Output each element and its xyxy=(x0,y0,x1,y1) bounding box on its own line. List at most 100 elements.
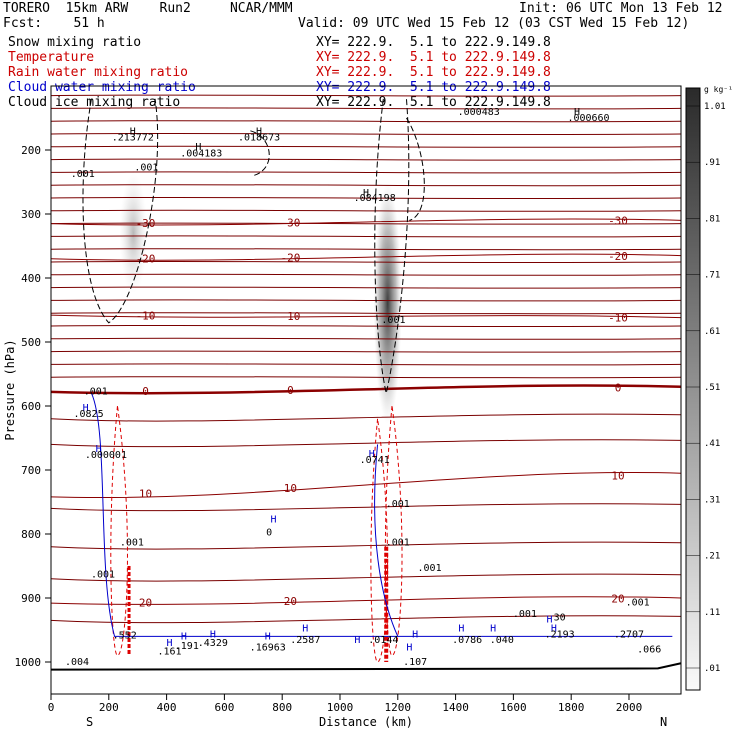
extremum-label: .161 xyxy=(157,646,181,657)
isotherm-label: 20 xyxy=(139,596,152,609)
extremum-label: .066 xyxy=(637,644,661,655)
isentrope-line xyxy=(50,132,682,136)
x-tick-label: 1600 xyxy=(500,701,527,714)
x-tick-label: 1000 xyxy=(327,701,354,714)
isentrope-line xyxy=(50,248,682,251)
extremum-label: .213772 xyxy=(112,132,154,143)
extremum-label: .000001 xyxy=(85,450,127,461)
extremum-label: H xyxy=(551,623,557,634)
isotherm-label: 0 xyxy=(287,384,294,397)
y-tick-label: 700 xyxy=(21,464,41,477)
isentrope-line xyxy=(50,158,682,161)
y-tick-label: 300 xyxy=(21,208,41,221)
isotherm-label: 10 xyxy=(139,487,152,500)
rain-contour xyxy=(110,405,128,657)
isotherm-label: -20 xyxy=(280,252,300,265)
snow-contour-core xyxy=(374,98,410,394)
isentrope-line xyxy=(50,209,682,212)
extremum-label: H xyxy=(406,642,412,653)
extremum-label: .001 xyxy=(513,609,537,620)
xy-snow: XY= 222.9. 5.1 to 222.9.149.8 xyxy=(316,35,551,50)
plot-frame xyxy=(50,85,682,695)
isotherm-label: -30 xyxy=(136,217,156,230)
colorbar-scale xyxy=(685,87,701,691)
isotherm-label: -10 xyxy=(280,310,300,323)
x-axis-label: Distance (km) xyxy=(319,715,413,729)
y-tick-label: 500 xyxy=(21,336,41,349)
extremum-label: .0741 xyxy=(360,455,390,466)
isotherm-line xyxy=(50,596,682,605)
colorbar-tick-label: .51 xyxy=(704,383,720,393)
field-rain-label: Rain water mixing ratio xyxy=(8,65,189,80)
isentrope-line xyxy=(50,324,682,328)
extremum-label: .001 xyxy=(71,169,95,180)
isentrope-line xyxy=(50,286,682,289)
isotherm-line xyxy=(50,314,682,319)
isentrope-line xyxy=(50,107,682,110)
extremum-label: .000660 xyxy=(567,113,609,124)
isentrope-line xyxy=(50,260,682,264)
field-cloudice-label: Cloud ice mixing ratio xyxy=(8,95,181,110)
model-title: TORERO 15km ARW Run2 NCAR/MMM xyxy=(3,1,293,16)
extremum-label: .018673 xyxy=(238,132,280,143)
isotherm-label: -10 xyxy=(608,311,628,324)
extremum-label: H xyxy=(369,449,375,460)
extremum-label: .2707 xyxy=(614,630,644,641)
isentrope-line xyxy=(50,235,682,238)
isentrope-line xyxy=(50,615,682,624)
colorbar-tick-label: .91 xyxy=(704,158,720,168)
colorbar-tick-label: .81 xyxy=(704,214,720,224)
field-temperature-label: Temperature xyxy=(8,50,95,65)
snow-contour-mid xyxy=(250,130,270,177)
x-tick-label: 1800 xyxy=(558,701,585,714)
isotherm-label: -30 xyxy=(280,216,300,229)
extremum-label: .2587 xyxy=(290,635,320,646)
extremum-label: .001 xyxy=(386,538,410,549)
extremum-label: .0825 xyxy=(74,409,104,420)
extremum-label: H xyxy=(96,444,102,455)
x-tick-label: 1200 xyxy=(385,701,412,714)
extremum-label: H xyxy=(166,638,172,649)
isotherm-line xyxy=(50,384,682,395)
extremum-label: H xyxy=(490,623,496,634)
extremum-label: H xyxy=(412,630,418,641)
snow-shade-core xyxy=(373,183,402,424)
extremum-label: .040 xyxy=(490,635,514,646)
colorbar-tick-label: .21 xyxy=(704,552,720,562)
extremum-label: H xyxy=(256,127,262,138)
extremum-label: H xyxy=(181,632,187,643)
extremum-label: H xyxy=(210,630,216,641)
extremum-label: .001 xyxy=(134,162,158,173)
valid-time: Valid: 09 UTC Wed 15 Feb 12 (03 CST Wed … xyxy=(298,16,690,31)
extremum-label: 30 xyxy=(554,612,566,623)
isentrope-line xyxy=(50,94,682,97)
isotherm-line xyxy=(50,472,682,499)
extremum-label: H xyxy=(271,514,277,525)
isotherm-label: 10 xyxy=(284,482,297,495)
extremum-label: .4329 xyxy=(198,638,228,649)
colorbar-tick-label: 1.01 xyxy=(704,102,726,112)
x-tick-label: 400 xyxy=(157,701,177,714)
cloudwater-contour xyxy=(91,392,673,637)
extremum-label: H xyxy=(302,623,308,634)
isentrope-line xyxy=(50,350,682,353)
extremum-label: H xyxy=(546,614,552,625)
rain-contour xyxy=(370,418,389,663)
colorbar-tick-label: .01 xyxy=(704,664,720,674)
isentrope-line xyxy=(50,120,682,123)
extremum-label: H xyxy=(458,623,464,634)
extremum-label: .552 xyxy=(113,630,137,641)
isentrope-line xyxy=(50,439,682,448)
extremum-label: H xyxy=(574,107,580,118)
isotherm-label: 0 xyxy=(615,381,622,394)
y-tick-label: 800 xyxy=(21,528,41,541)
extremum-label: .001 xyxy=(91,570,115,581)
extremum-label: H xyxy=(130,127,136,138)
snow-contour-west xyxy=(82,98,159,324)
isotherm-label: 20 xyxy=(611,593,624,606)
field-snow-label: Snow mixing ratio xyxy=(8,35,142,50)
isentrope-line xyxy=(50,273,682,276)
snow-shade-west xyxy=(119,173,148,294)
south-label: S xyxy=(86,715,93,729)
